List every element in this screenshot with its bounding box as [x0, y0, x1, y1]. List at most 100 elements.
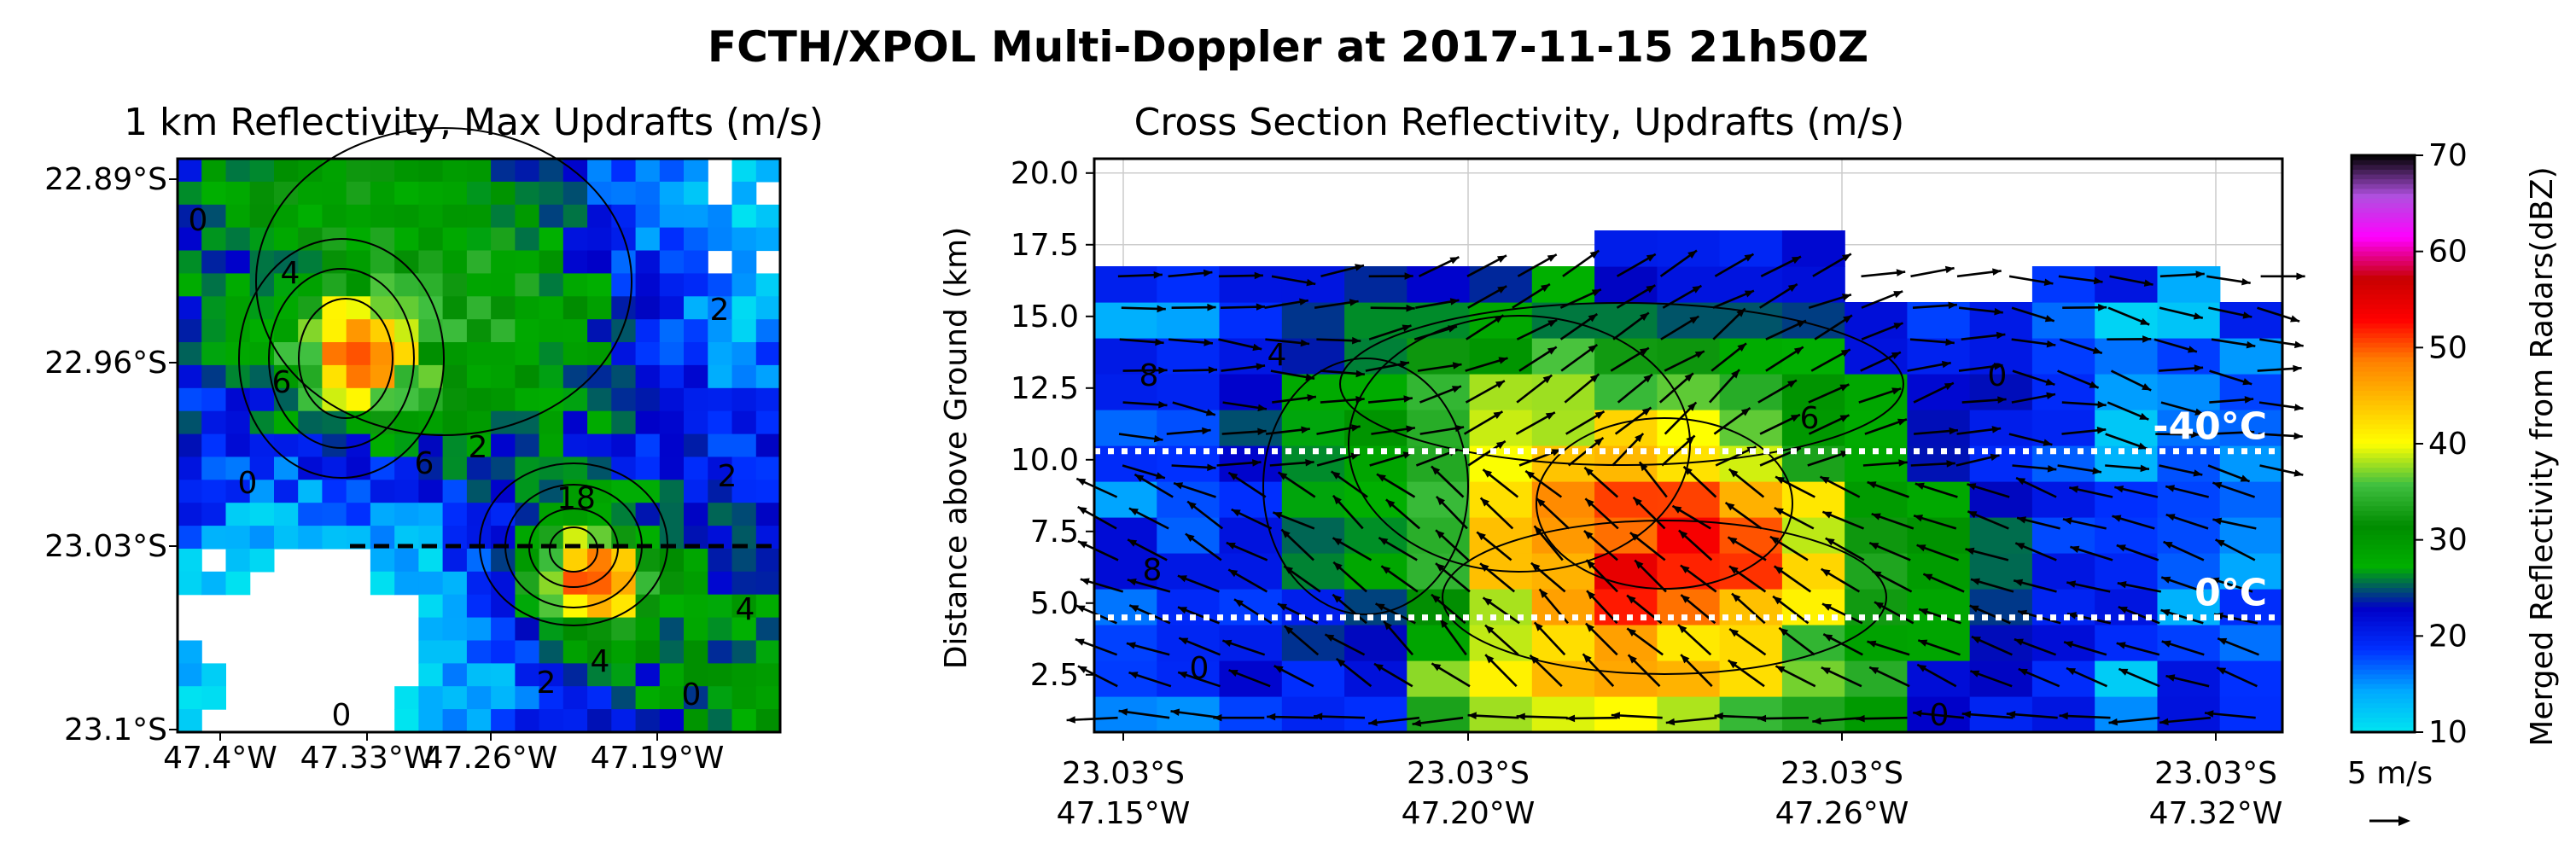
- left-cell: [322, 480, 347, 503]
- wind-vector-head: [1774, 566, 1784, 574]
- left-cell: [731, 204, 757, 229]
- wind-vector-head: [1440, 619, 1448, 628]
- left-cell: [418, 640, 444, 664]
- wind-vector-head: [1485, 625, 1495, 634]
- colorbar-segment: [2352, 578, 2415, 585]
- left-cell: [562, 663, 588, 687]
- left-cell: [466, 387, 492, 412]
- wind-vector-head: [1331, 471, 1341, 480]
- colorbar-tick: 50: [2428, 330, 2468, 365]
- left-cell: [708, 204, 733, 229]
- left-cell: [684, 296, 708, 320]
- wind-vector-head: [2014, 638, 2024, 646]
- left-contour-label: 2: [718, 459, 737, 494]
- left-cell: [418, 686, 444, 710]
- left-cell: [466, 342, 492, 366]
- colorbar-segment: [2352, 366, 2415, 373]
- left-cell: [322, 342, 347, 366]
- wind-vector-head: [1812, 717, 1821, 725]
- left-cell: [635, 663, 661, 687]
- left-y-tick: 22.89°S: [44, 162, 167, 197]
- left-cell: [611, 387, 637, 412]
- right-cell: [1845, 625, 1909, 661]
- right-cell: [2095, 625, 2159, 661]
- colorbar-segment: [2352, 313, 2415, 320]
- wind-vector-head: [1633, 497, 1642, 506]
- left-cell: [346, 181, 371, 206]
- wind-vector-head: [1787, 380, 1797, 388]
- wind-vector-head: [1945, 338, 1955, 346]
- left-cell: [418, 594, 444, 619]
- colorbar-segment: [2352, 232, 2415, 238]
- left-cell: [611, 296, 637, 320]
- wind-vector-head: [1820, 476, 1830, 484]
- right-x-tick-lon: 47.26°W: [1775, 796, 1909, 831]
- wind-vector-head: [1403, 395, 1413, 403]
- right-cell: [2031, 266, 2095, 303]
- left-cell: [370, 571, 395, 596]
- wind-vector-head: [1681, 654, 1690, 664]
- colorbar-segment: [2352, 357, 2415, 364]
- right-cell: [2031, 481, 2095, 518]
- left-cell: [418, 663, 444, 687]
- wind-vector-head: [2014, 579, 2024, 586]
- wind-vector-head: [2193, 469, 2203, 477]
- left-cell: [611, 364, 637, 389]
- wind-vector-head: [2194, 408, 2205, 416]
- left-cell: [755, 571, 781, 596]
- right-cell: [1657, 696, 1721, 733]
- left-cell: [466, 181, 492, 206]
- colorbar-segment: [2352, 265, 2415, 271]
- right-cell: [1094, 481, 1157, 518]
- wind-vector-head: [1740, 408, 1751, 416]
- left-cell: [442, 250, 468, 274]
- left-cell: [491, 549, 516, 573]
- wind-vector-head: [1611, 712, 1621, 719]
- wind-vector-head: [1773, 596, 1782, 605]
- wind-vector-head: [1737, 343, 1746, 352]
- wind-vector-head: [1077, 507, 1087, 515]
- right-cell: [1719, 374, 1783, 410]
- left-cell: [731, 181, 757, 206]
- left-cell: [755, 549, 781, 573]
- wind-vector-head: [1349, 299, 1359, 306]
- colorbar-segment: [2352, 654, 2415, 661]
- wind-vector-head: [1284, 566, 1293, 574]
- left-contour-label: 4: [736, 592, 755, 627]
- wind-vector-head: [1635, 560, 1644, 569]
- wind-vector-head: [1178, 672, 1188, 679]
- wind-vector-head: [2194, 364, 2204, 372]
- left-cell: [394, 549, 419, 573]
- colorbar-segment: [2352, 660, 2415, 666]
- wind-vector-head: [1736, 308, 1746, 317]
- wind-vector-head: [2160, 608, 2171, 617]
- wind-vector-head: [1278, 603, 1287, 611]
- left-cell: [659, 640, 685, 664]
- left-cell: [178, 319, 202, 343]
- left-cell: [515, 457, 540, 480]
- wind-vector-head: [1351, 424, 1361, 432]
- wind-vector-head: [1284, 625, 1294, 635]
- wind-vector-head: [1336, 658, 1346, 667]
- left-cell: [274, 503, 299, 526]
- left-cell: [178, 181, 202, 206]
- left-cell: [659, 296, 685, 320]
- left-cell: [731, 503, 757, 526]
- wind-vector-head: [1547, 254, 1557, 262]
- right-cell: [1531, 481, 1595, 518]
- left-cell: [418, 549, 444, 573]
- right-cell: [1469, 266, 1533, 303]
- right-y-tick: 7.5: [1030, 515, 1079, 550]
- right-cell: [1469, 374, 1533, 410]
- left-cell: [491, 686, 516, 710]
- left-cell: [466, 571, 492, 596]
- colorbar-segment: [2352, 665, 2415, 671]
- wind-vector-head: [1871, 513, 1881, 521]
- wind-vector-head: [2161, 640, 2171, 648]
- right-contour: [1348, 315, 1691, 573]
- left-cell: [731, 549, 757, 573]
- wind-vector-head: [1681, 595, 1690, 603]
- wind-vector-head: [1594, 438, 1604, 446]
- wind-vector-head: [1793, 346, 1804, 355]
- wind-vector-head: [1203, 339, 1213, 346]
